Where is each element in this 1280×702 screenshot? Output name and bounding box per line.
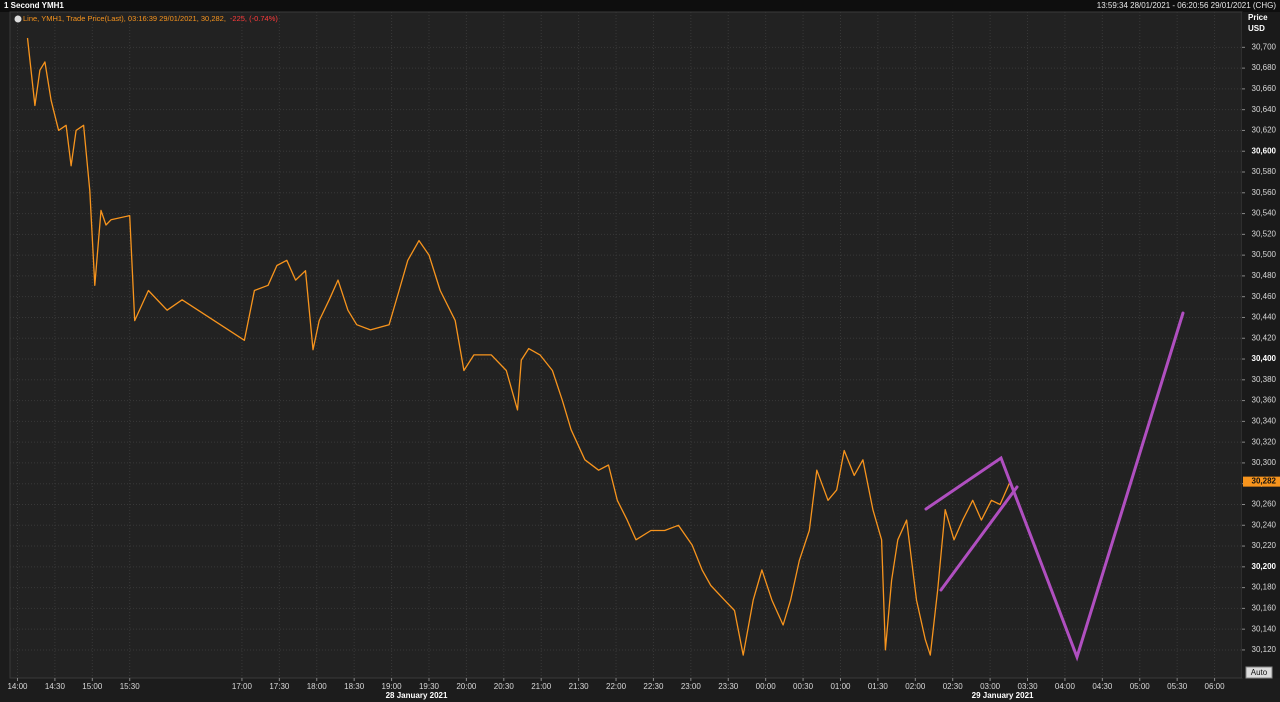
y-tick-label: 30,460 (1252, 292, 1277, 301)
trendline[interactable] (924, 311, 1185, 662)
y-tick-label: 30,680 (1252, 63, 1277, 72)
y-tick-label: 30,400 (1252, 354, 1277, 363)
y-tick-label: 30,320 (1252, 437, 1277, 446)
y-tick-label: 30,140 (1252, 624, 1277, 633)
y-tick-label: 30,660 (1252, 84, 1277, 93)
x-tick-label: 23:30 (718, 682, 739, 691)
header-bar (0, 0, 1280, 12)
legend-text: Line, YMH1, Trade Price(Last), 03:16:39 … (23, 14, 226, 23)
trendline[interactable] (939, 485, 1019, 592)
y-tick-label: 30,600 (1252, 146, 1277, 155)
y-tick-label: 30,120 (1252, 645, 1277, 654)
x-tick-label: 20:00 (456, 682, 477, 691)
y-tick-label: 30,360 (1252, 396, 1277, 405)
y-tick-label: 30,260 (1252, 500, 1277, 509)
date-label: 28 January 2021 (386, 691, 448, 700)
x-tick-label: 03:00 (980, 682, 1001, 691)
x-tick-label: 19:00 (382, 682, 403, 691)
x-tick-label: 05:00 (1130, 682, 1151, 691)
y-tick-label: 30,380 (1252, 375, 1277, 384)
grid (10, 12, 1245, 681)
y-tick-label: 30,480 (1252, 271, 1277, 280)
x-tick-label: 01:30 (868, 682, 889, 691)
drawn-trendlines[interactable] (924, 311, 1185, 662)
y-axis-panel (1242, 12, 1280, 678)
x-tick-label: 04:00 (1055, 682, 1076, 691)
x-tick-label: 00:30 (793, 682, 814, 691)
x-tick-label: 22:30 (643, 682, 664, 691)
x-tick-label: 18:30 (344, 682, 365, 691)
x-tick-label: 05:30 (1167, 682, 1188, 691)
y-tick-label: 30,560 (1252, 188, 1277, 197)
x-tick-label: 20:30 (494, 682, 515, 691)
y-tick-label: 30,640 (1252, 105, 1277, 114)
last-price-label: 30,282 (1252, 477, 1277, 486)
x-tick-label: 21:30 (569, 682, 590, 691)
price-line (26, 37, 1011, 656)
date-label: 29 January 2021 (972, 691, 1034, 700)
x-tick-label: 17:30 (269, 682, 290, 691)
x-tick-label: 14:30 (45, 682, 66, 691)
last-price-tag (1243, 476, 1280, 487)
x-tick-label: 21:00 (531, 682, 552, 691)
x-tick-label: 18:00 (307, 682, 328, 691)
y-tick-label: 30,300 (1252, 458, 1277, 467)
labels: 30,120 30,140 30,160 30,180 30,200 30,220 30,2… (7, 42, 1280, 700)
x-tick-label: 02:00 (905, 682, 926, 691)
legend-change: -225, (-0.74%) (230, 14, 278, 23)
y-tick-label: 30,620 (1252, 126, 1277, 135)
y-axis-label: Price (1248, 13, 1268, 22)
x-tick-label: 14:00 (7, 682, 28, 691)
y-tick-label: 30,340 (1252, 416, 1277, 425)
x-tick-label: 15:30 (120, 682, 141, 691)
x-tick-label: 22:00 (606, 682, 627, 691)
y-tick-label: 30,520 (1252, 229, 1277, 238)
plot-area (9, 11, 1243, 679)
y-tick-label: 30,420 (1252, 333, 1277, 342)
y-tick-label: 30,700 (1252, 42, 1277, 51)
time-range: 13:59:34 28/01/2021 - 06:20:56 29/01/202… (1097, 1, 1277, 10)
y-tick-label: 30,500 (1252, 250, 1277, 259)
y-tick-label: 30,580 (1252, 167, 1277, 176)
y-tick-label: 30,200 (1252, 562, 1277, 571)
x-tick-label: 03:30 (1018, 682, 1039, 691)
legend-icon[interactable] (14, 15, 22, 23)
x-tick-label: 04:30 (1092, 682, 1113, 691)
x-tick-label: 23:00 (681, 682, 702, 691)
auto-button[interactable] (1245, 666, 1273, 679)
y-tick-label: 30,240 (1252, 520, 1277, 529)
x-tick-label: 00:00 (756, 682, 777, 691)
x-tick-label: 17:00 (232, 682, 253, 691)
x-tick-label: 02:30 (943, 682, 964, 691)
x-tick-label: 15:00 (82, 682, 103, 691)
x-tick-label: 06:00 (1205, 682, 1226, 691)
y-tick-label: 30,220 (1252, 541, 1277, 550)
y-tick-label: 30,540 (1252, 209, 1277, 218)
x-tick-label: 01:00 (830, 682, 851, 691)
y-tick-label: 30,440 (1252, 313, 1277, 322)
y-tick-label: 30,180 (1252, 583, 1277, 592)
x-tick-label: 19:30 (419, 682, 440, 691)
auto-button-label[interactable]: Auto (1251, 668, 1268, 677)
marks (26, 37, 1011, 656)
y-axis-unit: USD (1248, 24, 1265, 33)
y-tick-label: 30,160 (1252, 603, 1277, 612)
chart-title: 1 Second YMH1 (4, 1, 64, 10)
